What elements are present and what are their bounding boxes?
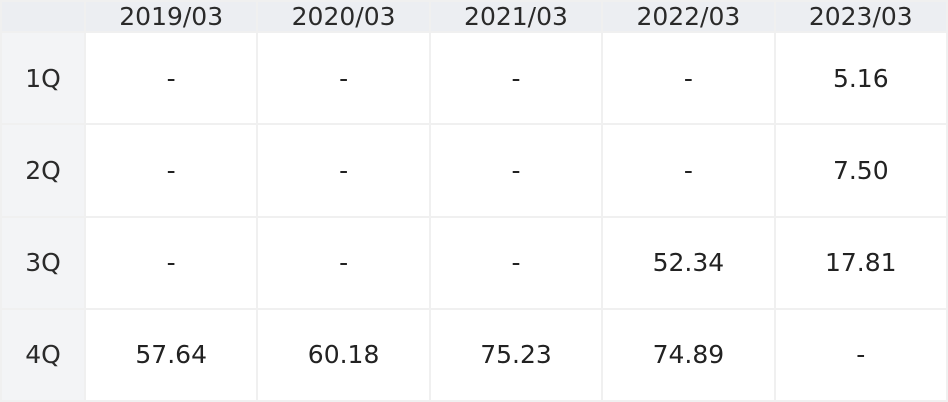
column-header: 2020/03 (258, 2, 429, 31)
table-cell: - (603, 125, 774, 216)
table-cell: 52.34 (603, 217, 774, 308)
header-row: 2019/03 2020/03 2021/03 2022/03 2023/03 (2, 2, 946, 31)
table-cell: - (258, 125, 429, 216)
row-header: 4Q (2, 309, 84, 400)
table-cell: 7.50 (775, 125, 946, 216)
table-cell: 60.18 (258, 309, 429, 400)
table-cell: 74.89 (603, 309, 774, 400)
table-cell: - (86, 125, 257, 216)
column-header: 2023/03 (775, 2, 946, 31)
table-cell: - (258, 33, 429, 124)
table-cell: - (603, 33, 774, 124)
table-cell: 57.64 (86, 309, 257, 400)
table-cell: - (86, 217, 257, 308)
table-cell: - (430, 217, 602, 308)
table-row: 2Q - - - - 7.50 (2, 125, 946, 216)
table-cell: - (430, 33, 602, 124)
column-header: 2021/03 (430, 2, 602, 31)
table-cell: 17.81 (775, 217, 946, 308)
table-row: 1Q - - - - 5.16 (2, 33, 946, 124)
table-row: 4Q 57.64 60.18 75.23 74.89 - (2, 309, 946, 400)
table-cell: - (430, 125, 602, 216)
table-cell: - (258, 217, 429, 308)
row-header: 1Q (2, 33, 84, 124)
row-header: 3Q (2, 217, 84, 308)
table-cell: - (86, 33, 257, 124)
table-cell: 5.16 (775, 33, 946, 124)
table-row: 3Q - - - 52.34 17.81 (2, 217, 946, 308)
column-header: 2019/03 (86, 2, 257, 31)
table-cell: - (775, 309, 946, 400)
corner-cell (2, 2, 84, 31)
table-cell: 75.23 (430, 309, 602, 400)
row-header: 2Q (2, 125, 84, 216)
column-header: 2022/03 (603, 2, 774, 31)
